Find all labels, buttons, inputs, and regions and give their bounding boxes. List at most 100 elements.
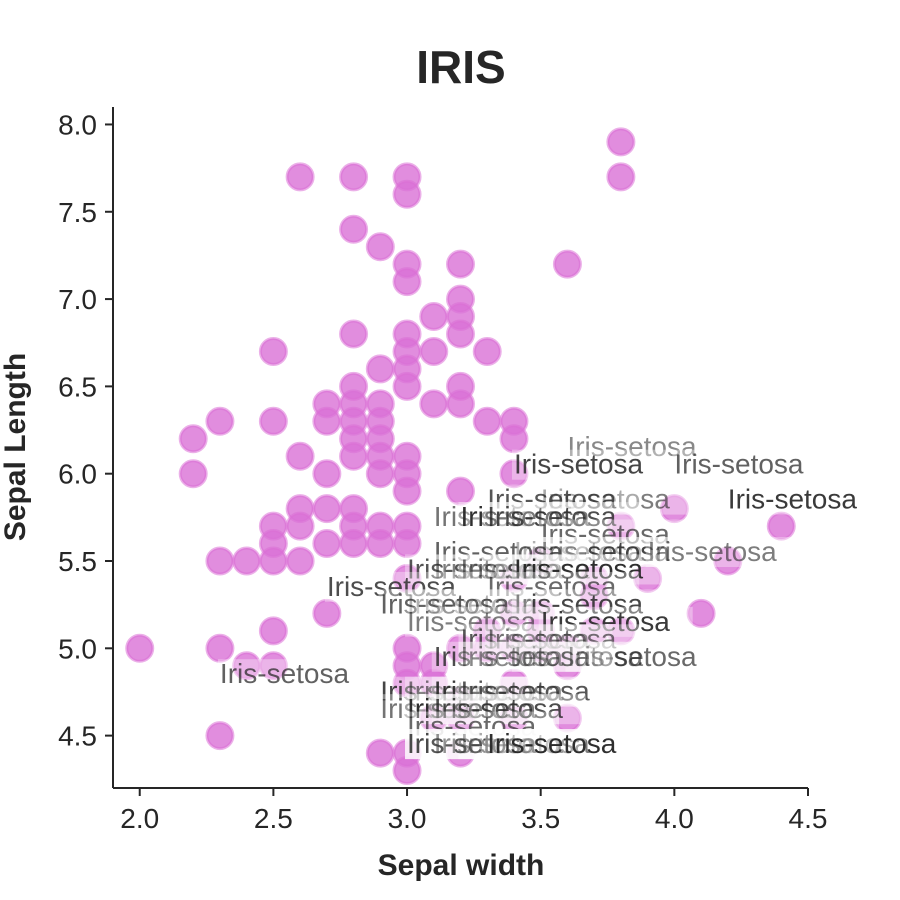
- data-point: [365, 354, 395, 384]
- annotation-background: [458, 641, 613, 672]
- point-annotation: Iris-setosa: [541, 484, 671, 515]
- data-point: [258, 406, 288, 436]
- data-point: [258, 616, 288, 646]
- annotation-background: [538, 519, 693, 550]
- annotation-background: [672, 449, 827, 480]
- data-point: [312, 494, 342, 524]
- data-point: [312, 598, 342, 628]
- data-point: [205, 406, 235, 436]
- point-annotation: Iris-setosa: [407, 728, 537, 759]
- point-annotation: Iris-setosa: [434, 501, 564, 532]
- data-point: [312, 406, 342, 436]
- point-annotation: Iris-setosa: [407, 588, 537, 619]
- data-point: [392, 371, 422, 401]
- point-annotation: Iris-setosa: [407, 728, 537, 759]
- point-annotation: Iris-setosa: [434, 536, 564, 567]
- data-point: [339, 162, 369, 192]
- annotation-background: [431, 641, 586, 672]
- annotation-background: [431, 729, 586, 760]
- data-point: [446, 371, 475, 401]
- data-point: [258, 546, 288, 576]
- point-annotation: Iris-setosa: [541, 606, 671, 637]
- point-annotation: Iris-setosa: [567, 641, 697, 672]
- data-point: [339, 214, 369, 244]
- data-point: [419, 302, 449, 332]
- annotation-background: [431, 694, 586, 725]
- points-layer: [125, 127, 796, 786]
- data-point: [232, 546, 262, 576]
- data-point: [499, 459, 529, 489]
- point-annotation: Iris-setosa: [728, 484, 858, 515]
- data-point: [285, 546, 315, 576]
- point-annotation: Iris-setosa: [461, 728, 591, 759]
- annotation-background: [645, 537, 800, 567]
- point-annotation: Iris-setosa: [434, 693, 564, 724]
- x-tick-label: 4.5: [789, 803, 828, 834]
- point-annotation: Iris-setosa: [407, 711, 537, 742]
- y-axis-label: Sepal Length: [0, 353, 32, 541]
- annotation-background: [538, 484, 693, 515]
- annotation-background: [458, 554, 613, 585]
- annotation-background: [458, 729, 613, 760]
- data-point: [446, 738, 475, 768]
- point-annotation: Iris-setosa: [380, 588, 510, 619]
- point-annotation: Iris-setosa: [407, 728, 537, 759]
- annotation-background: [405, 554, 560, 585]
- y-tick-label: 5.5: [58, 546, 97, 577]
- point-annotation: Iris-setosa: [514, 536, 644, 567]
- y-tick-label: 4.5: [58, 721, 97, 752]
- annotation-background: [725, 484, 880, 515]
- data-point: [125, 633, 155, 663]
- data-point: [365, 232, 395, 262]
- data-point: [659, 494, 689, 524]
- data-point: [446, 476, 475, 506]
- annotation-background: [565, 641, 720, 672]
- y-tick-label: 7.0: [58, 284, 97, 315]
- point-annotation: Iris-setosa: [487, 501, 617, 532]
- x-tick-label: 2.0: [120, 803, 159, 834]
- y-tick-label: 5.0: [58, 633, 97, 664]
- point-annotation: Iris-setosa: [648, 536, 778, 567]
- annotation-background: [378, 589, 533, 620]
- annotation-background: [431, 554, 586, 585]
- data-point: [499, 668, 529, 698]
- annotation-background: [431, 537, 586, 567]
- data-point: [526, 546, 556, 576]
- data-point: [312, 459, 342, 489]
- data-point: [606, 162, 636, 192]
- point-annotation: Iris-setosa: [514, 588, 644, 619]
- annotation-background: [485, 502, 640, 533]
- annotation-background: [458, 676, 613, 707]
- point-annotation: Iris-setosa: [407, 606, 537, 637]
- point-annotation: Iris-setosa: [514, 641, 644, 672]
- data-point: [285, 511, 315, 541]
- annotation-background: [378, 694, 533, 725]
- data-point: [606, 616, 636, 646]
- data-point: [258, 336, 288, 366]
- annotation-background: [485, 571, 640, 602]
- annotation-background: [431, 502, 586, 533]
- data-point: [446, 703, 475, 733]
- annotation-background: [485, 624, 640, 655]
- data-point: [392, 563, 422, 593]
- point-annotation: Iris-setosa: [461, 676, 591, 707]
- annotation-background: [405, 729, 560, 760]
- y-ticks: 4.5 5.0 5.5 6.0 6.5 7.0 7.5 8.0: [58, 109, 113, 752]
- data-point: [419, 668, 449, 698]
- x-tick-label: 3.0: [388, 803, 427, 834]
- annotation-background: [405, 729, 560, 760]
- x-ticks: 2.0 2.5 3.0 3.5 4.0 4.5: [120, 788, 827, 834]
- data-point: [552, 703, 582, 733]
- point-annotation: Iris-setosa: [487, 571, 617, 602]
- data-point: [392, 476, 422, 506]
- annotation-background: [538, 606, 693, 637]
- annotation-background: [485, 484, 640, 515]
- annotation-background: [378, 676, 533, 707]
- point-annotation: Iris-setosa: [461, 728, 591, 759]
- annotation-background: [485, 729, 640, 760]
- annotation-background: [538, 537, 693, 567]
- point-annotation: Iris-setosa: [407, 693, 537, 724]
- point-annotation: Iris-setosa: [407, 676, 537, 707]
